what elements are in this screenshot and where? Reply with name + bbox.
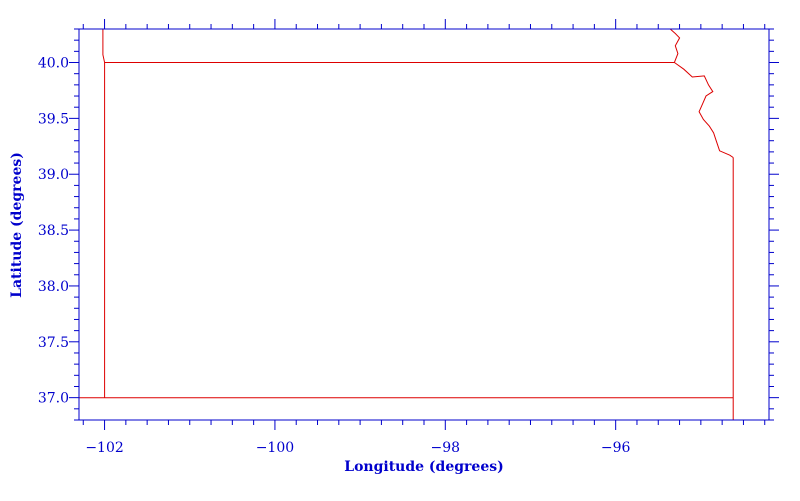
y-axis-title: Latitude (degrees) (9, 152, 25, 298)
x-tick-label: −98 (431, 440, 461, 456)
x-tick-label: −100 (256, 440, 294, 456)
y-tick-label: 38.0 (38, 279, 69, 295)
y-tick-label: 37.0 (38, 391, 69, 407)
boundary-line (669, 28, 734, 158)
boundary-line (102, 29, 106, 398)
minor-ticks (74, 24, 774, 425)
y-tick-label: 38.5 (38, 223, 69, 239)
y-tick-labels: 37.0 37.5 38.0 38.5 39.0 39.5 40.0 (38, 56, 69, 407)
major-ticks (69, 19, 779, 430)
x-tick-label: −102 (85, 440, 123, 456)
y-tick-label: 37.5 (38, 335, 69, 351)
x-axis-title: Longitude (degrees) (344, 459, 504, 475)
y-tick-label: 39.0 (38, 167, 69, 183)
y-tick-label: 39.5 (38, 111, 69, 127)
y-tick-label: 40.0 (38, 56, 69, 72)
state-boundaries (79, 28, 734, 420)
x-tick-label: −96 (601, 440, 631, 456)
plot-frame (78, 28, 770, 421)
x-tick-labels: −102 −100 −98 −96 (85, 440, 630, 456)
